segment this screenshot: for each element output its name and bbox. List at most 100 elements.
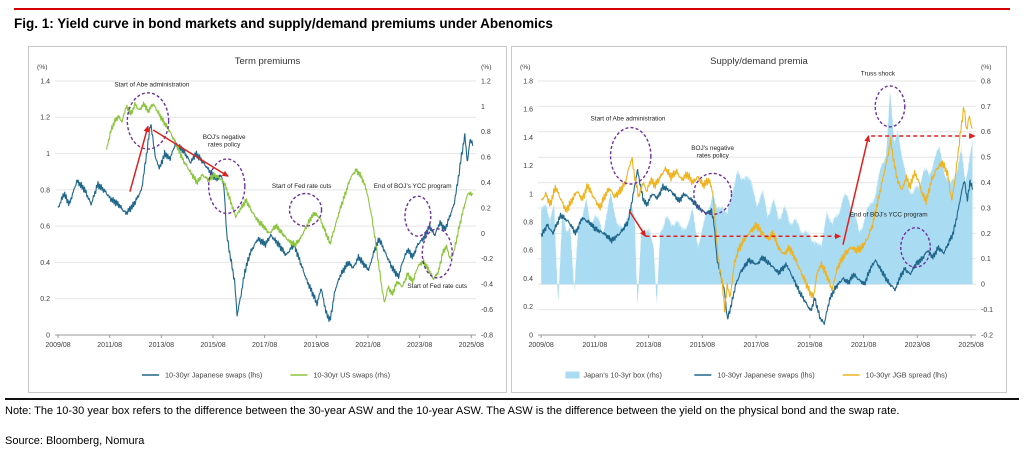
y-axis-left-label: 1 (529, 191, 533, 198)
ellipse-annotation (421, 228, 453, 279)
y-axis-right-label: 0.6 (481, 155, 491, 162)
legend: 10-30yr Japanese swaps (lhs) 10-30yr US s… (142, 371, 390, 380)
legend-swatch-box (565, 371, 580, 379)
term-premiums-chart: Term premiums (%) (%) 0 0.2 0.4 0.6 0.8 1 1.2 1.4 -… (37, 56, 493, 380)
ellipse-annotation (693, 172, 733, 216)
y-axis-left-label: 1.8 (523, 78, 533, 85)
x-axis-label: 2023/08 (407, 342, 432, 349)
y-axis-right-label: 0.2 (481, 205, 491, 212)
ellipse-annotation (126, 92, 170, 150)
x-axis-label: 2009/08 (45, 342, 70, 349)
x-axis-label: 2011/08 (97, 342, 122, 349)
x-axis-label: 2013/08 (149, 342, 174, 349)
series-10-30yr-jgb-spread-lhs (540, 106, 973, 313)
y-axis-left-label: 0.8 (523, 220, 533, 227)
y-axis-right-label: 0.2 (981, 231, 991, 238)
x-axis-label: 2021/08 (355, 342, 380, 349)
legend-label: 10-30yr Japanese swaps (lhs) (717, 371, 814, 380)
x-axis-label: 2017/08 (743, 342, 768, 349)
y-axis-right-label: -0.2 (981, 332, 993, 339)
y-axis-right-label: 1 (481, 104, 485, 111)
y-axis-left-label: 1.4 (523, 135, 533, 142)
arrow-annotation (129, 125, 150, 192)
ellipse-annotation (874, 85, 906, 128)
annotation-start-of-fed-rate-cuts: Start of Fed rate cuts (272, 183, 332, 190)
legend-item-10-30yr-jgb-spread-lhs: 10-30yr JGB spread (lhs) (842, 371, 947, 380)
y-axis-right-label: -0.8 (481, 332, 493, 339)
y-axis-right-label: 0 (481, 231, 485, 238)
ellipse-annotation (404, 195, 432, 237)
y-axis-left-label: 0.8 (40, 187, 50, 194)
legend: Japan's 10-3yr box (rhs) 10-30yr Japanese… (565, 371, 947, 380)
y-axis-left-label: 1 (46, 151, 50, 158)
gridlines (55, 80, 476, 336)
annotation-start-of-abe-administration: Start of Abe administration (114, 81, 189, 88)
ellipse-annotation (609, 126, 652, 185)
x-axis-label: 2021/08 (851, 342, 876, 349)
y-axis-left-label: 0.6 (523, 248, 533, 255)
y-axis-left-label: 0.6 (40, 224, 50, 231)
chart-panel-supply-demand: Supply/demand premia (%) (%) 0 0.2 0.4 0.6 0.8 1… (511, 46, 1007, 393)
y-axis-right-label: 0.1 (981, 256, 991, 263)
y-axis-right-label: -0.2 (481, 256, 493, 263)
y-axis-right-label: 0.3 (981, 205, 991, 212)
y-axis-left-label: 1.2 (40, 115, 50, 122)
y-axis-right-label: 0.6 (981, 129, 991, 136)
ellipse-annotation (288, 192, 323, 227)
y-axis-right-label: 1.2 (481, 78, 491, 85)
arrow-annotation (628, 210, 647, 238)
x-axis-label: 2019/08 (797, 342, 822, 349)
annotation-end-of-boj-s-ycc-program: End of BOJ's YCC program (850, 211, 928, 218)
y-axis-left-label: 1.4 (40, 78, 50, 85)
series-10-30yr-japanese-swaps-lhs (540, 168, 974, 326)
series-10-30yr-japanese-swaps-lhs (57, 124, 474, 323)
x-axis-label: 2013/08 (636, 342, 661, 349)
annotation-start-of-fed-rate-cuts: Start of Fed rate cuts (407, 283, 467, 290)
source-text: Source: Bloomberg, Nomura (5, 435, 145, 447)
y-axis-right-label: -0.1 (981, 307, 993, 314)
x-axis-label: 2025/08 (459, 342, 484, 349)
x-axis-label: 2025/08 (958, 342, 983, 349)
arrow-annotation (842, 135, 871, 245)
y-axis-right-label: 0.8 (981, 78, 991, 85)
supply-demand-premia-chart: Supply/demand premia (%) (%) 0 0.2 0.4 0.6 0.8 1… (520, 56, 993, 380)
series-10-30yr-us-swaps-rhs (106, 101, 473, 303)
y-axis-left-label: 1.2 (523, 163, 533, 170)
series-japan-s-10-3yr-box-rhs (541, 91, 973, 306)
x-axis-label: 2009/08 (528, 342, 553, 349)
annotation-boj-s-negative: BOJ's negative rates policy (691, 145, 734, 159)
series-group (540, 91, 974, 326)
x-axis-label: 2011/08 (582, 342, 607, 349)
y-axis-left-label: 0.2 (523, 304, 533, 311)
y-axis-right-label: -0.4 (481, 282, 493, 289)
legend-item-10-30yr-us-swaps-rhs: 10-30yr US swaps (rhs) (290, 371, 390, 380)
supply-demand-premia-title: Supply/demand premia (710, 56, 808, 67)
note-divider-rule (5, 398, 1019, 400)
legend-label: 10-30yr US swaps (rhs) (313, 371, 390, 380)
arrow-annotation (152, 129, 229, 177)
ellipse-annotation (207, 158, 246, 215)
legend-label: Japan's 10-3yr box (rhs) (583, 371, 661, 380)
unit-label-right: (%) (981, 64, 992, 71)
y-axis-right-label: 0 (981, 282, 985, 289)
y-axis-right-label: 0.4 (981, 180, 991, 187)
x-axis-label: 2015/08 (690, 342, 715, 349)
y-axis-right-label: 0.8 (481, 129, 491, 136)
unit-label-left: (%) (520, 64, 531, 71)
legend-label: 10-30yr Japanese swaps (lhs) (165, 371, 262, 380)
unit-label-right: (%) (481, 64, 492, 71)
term-premiums-title: Term premiums (235, 56, 301, 67)
legend-item-japan-s-10-3yr-box-rhs: Japan's 10-3yr box (rhs) (565, 371, 662, 380)
top-red-rule (14, 8, 1010, 10)
legend-item-10-30yr-japanese-swaps-lhs: 10-30yr Japanese swaps (lhs) (142, 371, 262, 380)
y-axis-left-label: 0.2 (40, 296, 50, 303)
y-axis-left-label: 0.4 (523, 276, 533, 283)
x-axis-label: 2017/08 (252, 342, 277, 349)
annotation-truss-shock: Truss shock (861, 70, 896, 77)
x-axis-label: 2019/08 (304, 342, 329, 349)
x-axis-label: 2015/08 (200, 342, 225, 349)
note-text: Note: The 10-30 year box refers to the d… (5, 405, 900, 417)
annotation-start-of-abe-administration: Start of Abe administration (591, 116, 666, 123)
x-axis-label: 2023/08 (905, 342, 930, 349)
